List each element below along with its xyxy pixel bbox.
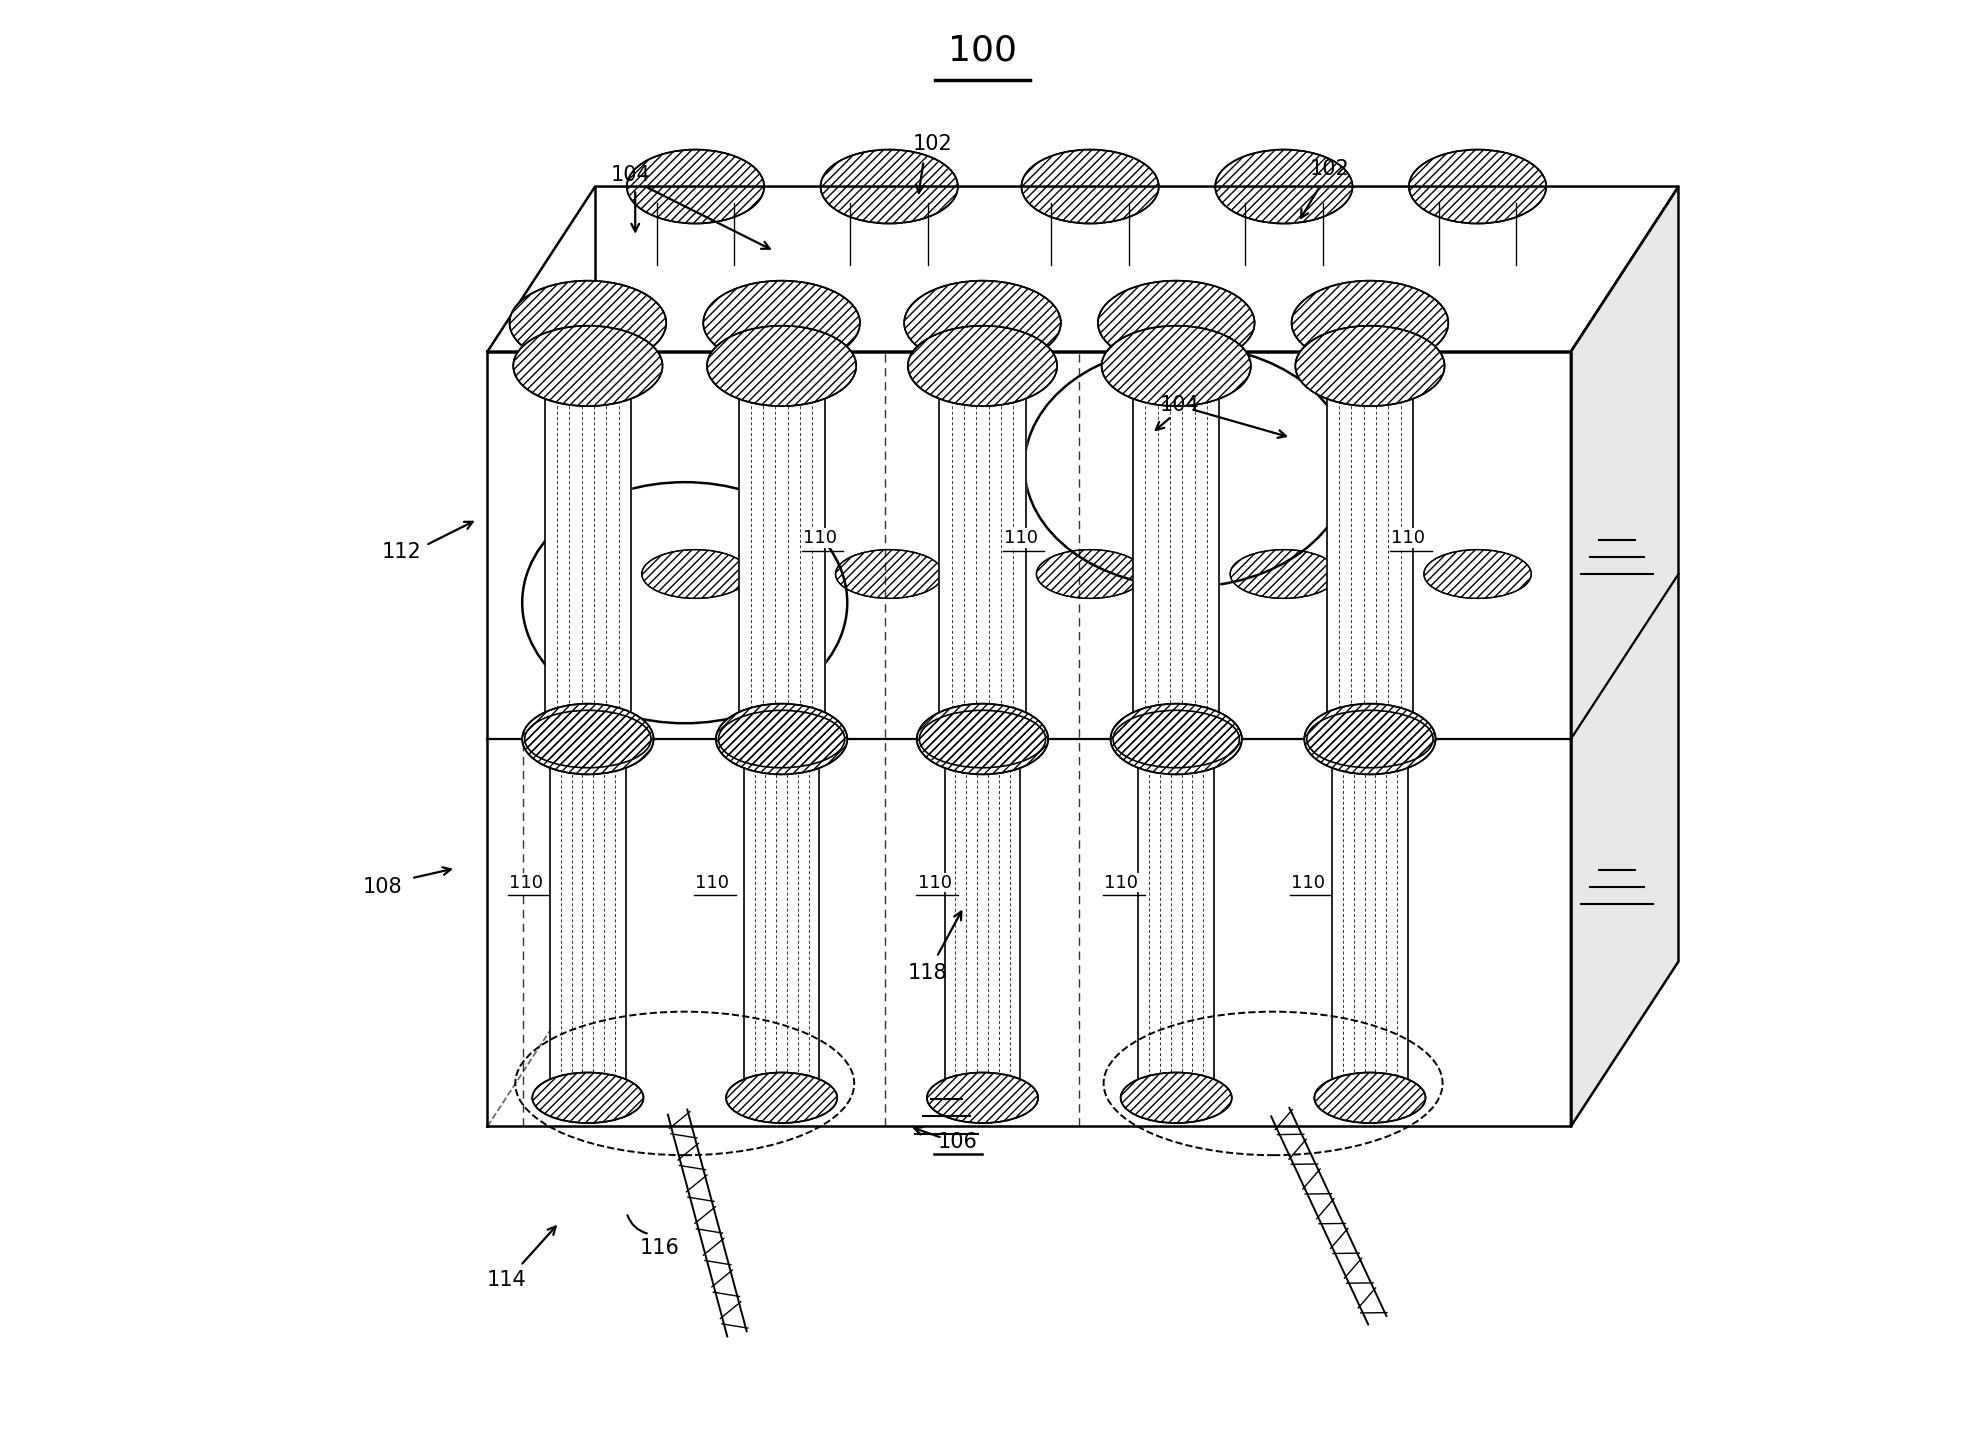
Ellipse shape: [821, 149, 956, 224]
Ellipse shape: [1214, 149, 1351, 224]
Ellipse shape: [1102, 326, 1251, 406]
Text: 110: 110: [1104, 874, 1137, 891]
Polygon shape: [945, 739, 1019, 1098]
Ellipse shape: [522, 703, 654, 775]
Text: 114: 114: [485, 1270, 526, 1290]
Text: 110: 110: [695, 874, 729, 891]
Ellipse shape: [642, 550, 748, 598]
Text: 110: 110: [917, 874, 951, 891]
Ellipse shape: [1110, 703, 1241, 775]
Ellipse shape: [1035, 550, 1143, 598]
Text: 110: 110: [1290, 874, 1324, 891]
Ellipse shape: [1290, 281, 1447, 364]
Polygon shape: [550, 739, 625, 1098]
Polygon shape: [1569, 187, 1677, 1126]
Ellipse shape: [1408, 149, 1546, 224]
Ellipse shape: [532, 1072, 642, 1124]
Text: 102: 102: [1310, 159, 1349, 179]
Polygon shape: [1326, 366, 1412, 739]
Polygon shape: [742, 739, 819, 1098]
Ellipse shape: [917, 703, 1047, 775]
Ellipse shape: [707, 326, 856, 406]
Polygon shape: [544, 366, 630, 739]
Polygon shape: [1051, 202, 1127, 265]
Ellipse shape: [1424, 550, 1530, 598]
Ellipse shape: [513, 326, 662, 406]
Ellipse shape: [1294, 326, 1444, 406]
Polygon shape: [1438, 202, 1516, 265]
Ellipse shape: [719, 710, 845, 768]
Ellipse shape: [919, 710, 1045, 768]
Polygon shape: [1137, 739, 1214, 1098]
Polygon shape: [1133, 366, 1218, 739]
Ellipse shape: [1304, 703, 1436, 775]
Ellipse shape: [927, 1072, 1037, 1124]
Text: 102: 102: [911, 133, 953, 154]
Ellipse shape: [627, 149, 764, 224]
Ellipse shape: [1021, 149, 1159, 224]
Text: 104: 104: [1159, 395, 1198, 415]
Text: 116: 116: [640, 1238, 680, 1258]
Polygon shape: [487, 352, 1569, 1126]
Text: 112: 112: [381, 542, 420, 563]
Polygon shape: [1332, 739, 1406, 1098]
Ellipse shape: [509, 281, 666, 364]
Ellipse shape: [1306, 710, 1432, 768]
Polygon shape: [656, 202, 735, 265]
Text: 110: 110: [509, 874, 542, 891]
Ellipse shape: [703, 281, 860, 364]
Text: 110: 110: [1391, 530, 1424, 547]
Ellipse shape: [524, 710, 650, 768]
Polygon shape: [1245, 202, 1322, 265]
Ellipse shape: [1112, 710, 1239, 768]
Ellipse shape: [903, 281, 1061, 364]
Ellipse shape: [1098, 281, 1253, 364]
Ellipse shape: [835, 550, 943, 598]
Text: 108: 108: [363, 877, 403, 897]
Ellipse shape: [725, 1072, 837, 1124]
Ellipse shape: [1229, 550, 1337, 598]
Polygon shape: [487, 187, 1677, 352]
Polygon shape: [738, 366, 825, 739]
Text: 118: 118: [907, 963, 947, 983]
Polygon shape: [939, 366, 1025, 739]
Text: 100: 100: [947, 33, 1017, 67]
Ellipse shape: [715, 703, 846, 775]
Text: 106: 106: [937, 1132, 978, 1152]
Ellipse shape: [1314, 1072, 1424, 1124]
Ellipse shape: [1119, 1072, 1231, 1124]
Text: 104: 104: [611, 165, 650, 185]
Text: 110: 110: [1004, 530, 1037, 547]
Ellipse shape: [907, 326, 1057, 406]
Text: 110: 110: [803, 530, 837, 547]
Polygon shape: [850, 202, 927, 265]
